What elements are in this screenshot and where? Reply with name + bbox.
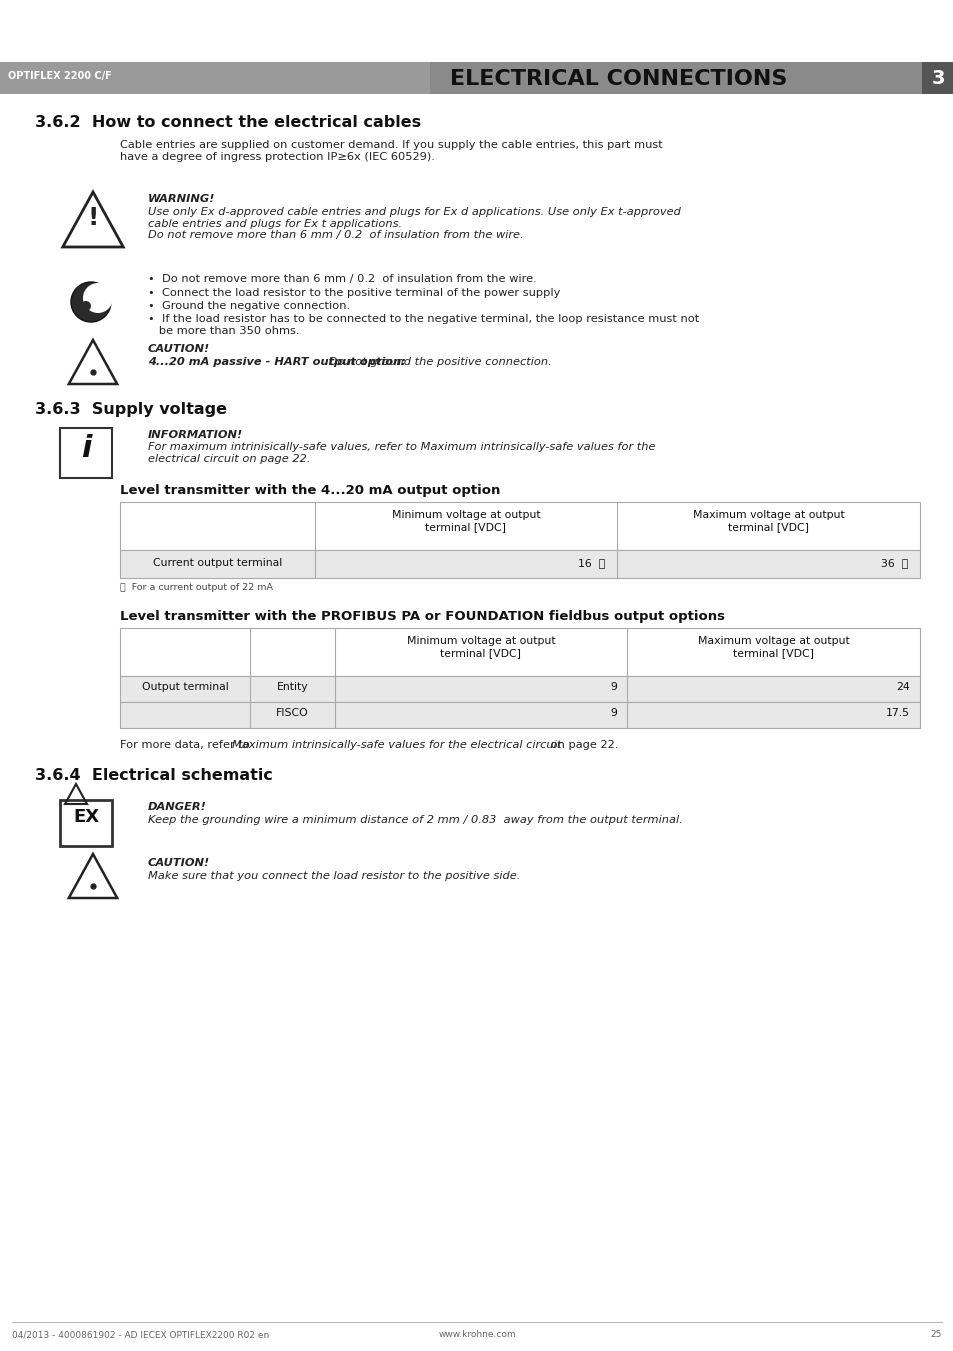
Text: Use only Ex d-approved cable entries and plugs for Ex d applications. Use only E: Use only Ex d-approved cable entries and… (148, 207, 680, 240)
Text: on page 22.: on page 22. (546, 740, 618, 750)
Bar (120, 703, 919, 728)
Text: Keep the grounding wire a minimum distance of 2 mm / 0.83  away from the output : Keep the grounding wire a minimum distan… (148, 815, 682, 825)
Text: 16  ⓘ: 16 ⓘ (578, 558, 604, 567)
Text: Do not ground the positive connection.: Do not ground the positive connection. (325, 357, 552, 367)
Text: 24: 24 (895, 682, 909, 692)
Text: Make sure that you connect the load resistor to the positive side.: Make sure that you connect the load resi… (148, 871, 519, 881)
Text: ⓘ  For a current output of 22 mA: ⓘ For a current output of 22 mA (120, 584, 273, 592)
Bar (120, 628, 919, 676)
Bar (120, 503, 919, 550)
Text: 3.6.3  Supply voltage: 3.6.3 Supply voltage (35, 403, 227, 417)
Text: Minimum voltage at output
terminal [VDC]: Minimum voltage at output terminal [VDC] (406, 636, 555, 658)
Text: INFORMATION!: INFORMATION! (148, 430, 243, 440)
Text: •  Do not remove more than 6 mm / 0.2  of insulation from the wire.: • Do not remove more than 6 mm / 0.2 of … (148, 274, 537, 284)
Text: Maximum voltage at output
terminal [VDC]: Maximum voltage at output terminal [VDC] (697, 636, 848, 658)
Text: Output terminal: Output terminal (141, 682, 228, 692)
Bar (120, 676, 919, 703)
Text: Current output terminal: Current output terminal (152, 558, 282, 567)
Text: 3.6.2  How to connect the electrical cables: 3.6.2 How to connect the electrical cabl… (35, 115, 420, 130)
Bar (921, 62, 953, 95)
Text: CAUTION!: CAUTION! (148, 345, 210, 354)
Bar (60, 800, 112, 846)
Text: ELECTRICAL CONNECTIONS: ELECTRICAL CONNECTIONS (450, 69, 786, 89)
Text: •  If the load resistor has to be connected to the negative terminal, the loop r: • If the load resistor has to be connect… (148, 315, 699, 336)
Circle shape (83, 282, 112, 313)
Text: EX: EX (72, 808, 99, 825)
Text: 9: 9 (610, 708, 617, 717)
Text: Level transmitter with the PROFIBUS PA or FOUNDATION fieldbus output options: Level transmitter with the PROFIBUS PA o… (120, 611, 724, 623)
Text: Maximum voltage at output
terminal [VDC]: Maximum voltage at output terminal [VDC] (692, 509, 843, 531)
Text: 25: 25 (929, 1329, 941, 1339)
Text: WARNING!: WARNING! (148, 195, 215, 204)
Text: For maximum intrinisically-safe values, refer to Maximum intrinsically-safe valu: For maximum intrinisically-safe values, … (148, 442, 655, 463)
Text: 04/2013 - 4000861902 - AD IECEX OPTIFLEX2200 R02 en: 04/2013 - 4000861902 - AD IECEX OPTIFLEX… (12, 1329, 269, 1339)
Text: OPTIFLEX 2200 C/F: OPTIFLEX 2200 C/F (8, 72, 112, 81)
Text: •  Connect the load resistor to the positive terminal of the power supply: • Connect the load resistor to the posit… (148, 288, 559, 297)
Text: 3.6.4  Electrical schematic: 3.6.4 Electrical schematic (35, 767, 273, 784)
Text: 4...20 mA passive - HART output option:: 4...20 mA passive - HART output option: (148, 357, 405, 367)
Bar (60, 428, 112, 478)
Text: Cable entries are supplied on customer demand. If you supply the cable entries, : Cable entries are supplied on customer d… (120, 141, 662, 162)
Bar (0, 62, 953, 95)
Text: www.krohne.com: www.krohne.com (437, 1329, 516, 1339)
Text: For more data, refer to: For more data, refer to (120, 740, 253, 750)
Text: CAUTION!: CAUTION! (148, 858, 210, 867)
Text: 3: 3 (930, 69, 943, 88)
Circle shape (71, 282, 111, 322)
Text: •  Ground the negative connection.: • Ground the negative connection. (148, 301, 350, 311)
Text: !: ! (88, 205, 98, 230)
Bar (120, 550, 919, 578)
Text: Level transmitter with the 4...20 mA output option: Level transmitter with the 4...20 mA out… (120, 484, 500, 497)
Text: 36  ⓘ: 36 ⓘ (880, 558, 907, 567)
Circle shape (81, 301, 91, 311)
Text: 9: 9 (610, 682, 617, 692)
Text: FISCO: FISCO (275, 708, 309, 717)
Text: Maximum intrinsically-safe values for the electrical circuit: Maximum intrinsically-safe values for th… (232, 740, 560, 750)
Text: 17.5: 17.5 (885, 708, 909, 717)
Text: DANGER!: DANGER! (148, 802, 207, 812)
Bar (0, 62, 430, 95)
Text: i: i (81, 434, 91, 463)
Text: Minimum voltage at output
terminal [VDC]: Minimum voltage at output terminal [VDC] (392, 509, 539, 531)
Text: Entity: Entity (276, 682, 308, 692)
